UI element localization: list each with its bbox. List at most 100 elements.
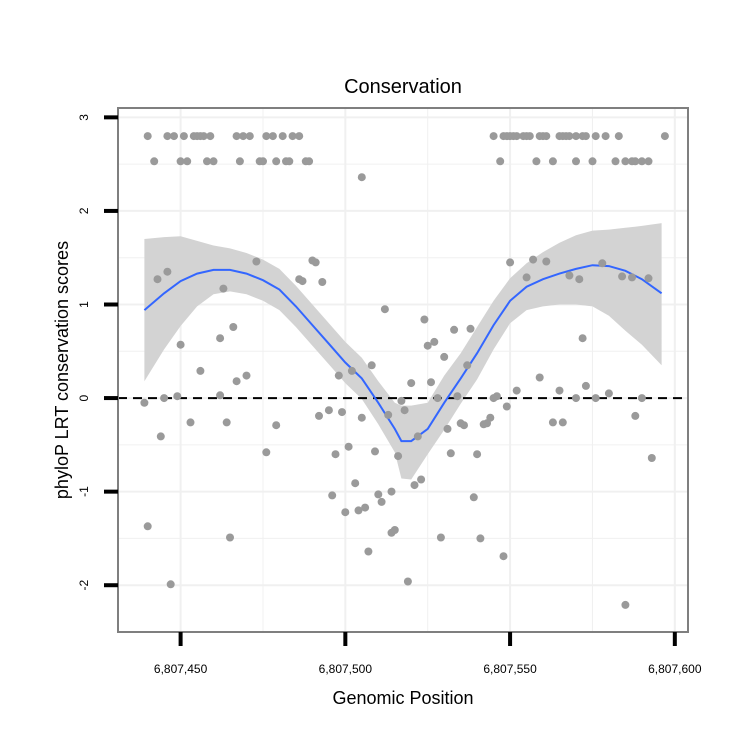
data-point bbox=[219, 284, 228, 293]
data-point bbox=[262, 448, 271, 457]
data-point bbox=[601, 132, 610, 141]
data-point bbox=[637, 157, 646, 166]
data-point bbox=[588, 157, 597, 166]
data-point bbox=[367, 361, 376, 370]
data-point bbox=[436, 533, 445, 542]
data-point bbox=[450, 325, 459, 334]
data-point bbox=[496, 157, 505, 166]
data-point bbox=[522, 273, 531, 282]
data-point bbox=[311, 258, 320, 267]
data-point bbox=[173, 392, 182, 401]
data-point bbox=[156, 432, 165, 441]
data-point bbox=[351, 479, 360, 488]
data-point bbox=[374, 490, 383, 499]
data-point bbox=[384, 410, 393, 419]
data-point bbox=[341, 508, 350, 517]
data-point bbox=[644, 274, 653, 283]
data-point bbox=[575, 275, 584, 284]
data-point bbox=[143, 132, 152, 141]
data-point bbox=[377, 497, 386, 506]
data-point bbox=[216, 391, 225, 400]
data-point bbox=[492, 392, 501, 401]
panel-border bbox=[117, 107, 689, 633]
data-point bbox=[512, 132, 521, 141]
data-point bbox=[430, 337, 439, 346]
data-point bbox=[453, 392, 462, 401]
data-point bbox=[163, 132, 172, 141]
data-point bbox=[512, 386, 521, 395]
data-point bbox=[186, 418, 195, 427]
data-point bbox=[176, 157, 185, 166]
data-point bbox=[397, 396, 406, 405]
data-point bbox=[318, 278, 327, 286]
data-point bbox=[268, 132, 277, 141]
data-point bbox=[361, 503, 370, 512]
data-point bbox=[357, 413, 366, 422]
data-point bbox=[469, 493, 478, 502]
data-point bbox=[390, 526, 399, 534]
data-point bbox=[150, 157, 159, 166]
data-point bbox=[572, 157, 580, 166]
y-tick-label: 0 bbox=[77, 394, 91, 401]
data-point bbox=[466, 324, 475, 333]
data-point bbox=[298, 277, 307, 286]
data-point bbox=[660, 132, 669, 141]
data-point bbox=[324, 406, 333, 415]
data-point bbox=[272, 157, 281, 166]
data-point bbox=[628, 273, 636, 282]
data-point bbox=[232, 132, 241, 141]
x-tick-label: 6,807,450 bbox=[154, 662, 208, 676]
data-point bbox=[315, 411, 323, 420]
data-point bbox=[621, 157, 630, 166]
data-point bbox=[598, 259, 607, 268]
data-point bbox=[647, 454, 656, 462]
smooth-line-layer bbox=[143, 264, 663, 443]
data-point bbox=[440, 352, 449, 361]
data-point bbox=[604, 389, 613, 398]
data-point bbox=[272, 421, 281, 430]
data-point bbox=[196, 366, 205, 375]
data-point bbox=[476, 534, 485, 543]
data-point bbox=[357, 173, 366, 182]
data-point bbox=[420, 315, 429, 324]
data-point bbox=[555, 386, 564, 395]
data-point bbox=[581, 381, 590, 390]
data-point bbox=[229, 323, 238, 331]
data-point bbox=[535, 373, 544, 382]
data-point bbox=[278, 132, 287, 141]
data-point bbox=[216, 334, 225, 343]
chart-title: Conservation bbox=[344, 76, 462, 98]
data-point bbox=[548, 418, 557, 427]
x-axis-label: Genomic Position bbox=[332, 688, 473, 708]
data-point bbox=[403, 577, 412, 586]
data-point bbox=[611, 157, 620, 166]
data-point bbox=[170, 132, 178, 141]
data-point bbox=[489, 132, 498, 141]
data-point bbox=[486, 413, 495, 422]
data-point bbox=[578, 334, 587, 343]
data-point bbox=[614, 132, 623, 141]
data-point bbox=[176, 340, 185, 349]
data-point bbox=[631, 157, 640, 166]
data-point bbox=[413, 432, 422, 441]
data-point bbox=[226, 533, 234, 542]
data-point bbox=[499, 552, 508, 561]
data-point bbox=[295, 132, 304, 141]
y-tick-label: 3 bbox=[77, 114, 91, 121]
data-point bbox=[285, 157, 294, 166]
data-point bbox=[463, 361, 472, 370]
y-tick-label: 2 bbox=[77, 207, 91, 214]
points-layer bbox=[140, 132, 669, 609]
data-point bbox=[203, 157, 211, 166]
x-axis-ticks: 6,807,450 6,807,500 6,807,550 6,807,600 bbox=[154, 632, 702, 676]
data-point bbox=[222, 418, 231, 427]
data-point bbox=[407, 379, 416, 388]
data-point bbox=[443, 424, 452, 433]
data-point bbox=[591, 132, 600, 141]
data-point bbox=[179, 132, 188, 141]
data-point bbox=[334, 371, 343, 380]
data-point bbox=[199, 132, 208, 141]
data-point bbox=[581, 132, 590, 141]
data-point bbox=[140, 398, 149, 407]
